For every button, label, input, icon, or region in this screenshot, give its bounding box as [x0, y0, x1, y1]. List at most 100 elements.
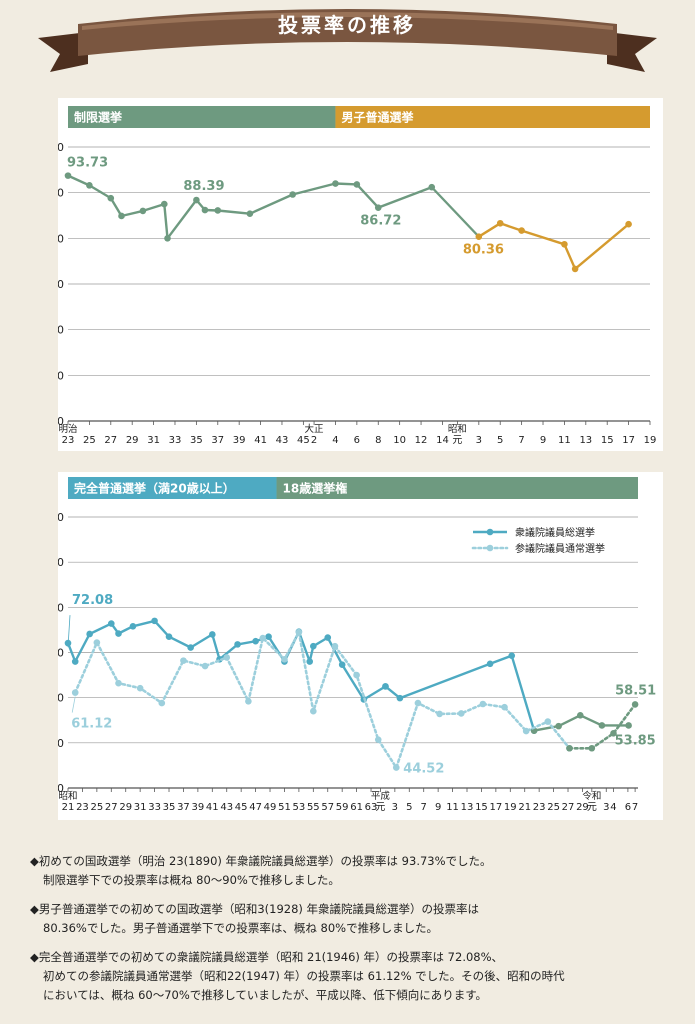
x-tick-label: 27: [562, 802, 575, 813]
data-point: [214, 207, 222, 214]
x-tick-label: 9: [435, 802, 441, 813]
note-2: ◆男子普通選挙での初めての国政選挙（昭和3(1928) 年衆議院議員総選挙）の投…: [30, 900, 680, 938]
data-point: [625, 722, 632, 729]
data-point: [86, 182, 93, 189]
x-tick-label: 39: [233, 435, 246, 446]
legend-marker: [486, 528, 494, 536]
x-tick-label: 17: [489, 802, 502, 813]
data-point: [496, 219, 504, 227]
x-tick-label: 27: [105, 802, 118, 813]
data-point: [107, 194, 115, 202]
note-line: においては、概ね 60～70%で推移していましたが、平成以降、低下傾向にあります…: [43, 988, 488, 1002]
data-point: [457, 710, 465, 717]
data-point: [374, 204, 382, 211]
chart-panel-postwar: 完全普通選挙（満20歳以上）18歳選挙権405060708090100(%)21…: [58, 472, 663, 820]
x-tick-label: 2: [311, 435, 317, 446]
x-tick-label: 11: [558, 435, 571, 446]
x-tick-label: 21: [518, 802, 531, 813]
note-line: ◆初めての国政選挙（明治 23(1890) 年衆議院議員総選挙）の投票率は 93…: [30, 854, 492, 868]
x-tick-label: 25: [83, 435, 96, 446]
x-era-label: 昭和: [58, 791, 77, 802]
x-era-label: 令和: [582, 790, 601, 802]
data-point: [201, 662, 209, 670]
x-tick-label: 7: [632, 802, 638, 813]
data-point: [281, 655, 288, 663]
note-line: ◆男子普通選挙での初めての国政選挙（昭和3(1928) 年衆議院議員総選挙）の投…: [30, 902, 480, 916]
x-tick-label: 35: [190, 435, 203, 446]
data-point: [522, 727, 530, 735]
data-point: [588, 744, 596, 752]
x-tick-label: 63: [365, 802, 378, 813]
data-point: [180, 657, 187, 664]
data-point: [115, 679, 122, 687]
x-tick-label: 49: [264, 802, 277, 813]
banner-left-tail: [38, 32, 88, 72]
x-tick-label: 39: [192, 802, 205, 813]
x-era-label: 大正: [305, 423, 325, 435]
data-point: [598, 722, 606, 729]
data-point: [71, 658, 79, 665]
data-point: [160, 200, 168, 208]
data-point: [86, 630, 93, 638]
data-point: [544, 718, 552, 725]
x-tick-label: 10: [393, 435, 406, 446]
data-point: [246, 210, 254, 217]
x-tick-label: 3: [476, 435, 482, 446]
chart-prewar-turnout: 制限選挙男子普通選挙405060708090100(%)23明治25272931…: [58, 106, 657, 446]
data-point: [245, 697, 252, 705]
x-era-label: 昭和: [448, 424, 467, 435]
x-tick-label: 31: [147, 435, 160, 446]
x-tick-label: 53: [293, 802, 306, 813]
y-tick-label: 40: [58, 415, 64, 428]
banner-right-tail: [607, 32, 657, 72]
data-point: [414, 699, 422, 707]
data-point: [265, 633, 272, 640]
x-tick-label: 4: [610, 802, 616, 813]
era-band: [68, 477, 277, 499]
note-line: 初めての参議院議員通常選挙（昭和22(1947) 年）の投票率は 61.12% …: [43, 969, 565, 983]
data-label: 58.51: [615, 683, 656, 698]
data-point: [234, 641, 241, 648]
data-point: [392, 764, 400, 771]
x-tick-label: 12: [415, 435, 428, 446]
x-tick-label: 45: [297, 435, 310, 446]
data-point: [353, 181, 361, 188]
data-point: [501, 703, 508, 711]
series-line: [66, 619, 387, 701]
data-point: [555, 722, 562, 730]
data-point: [259, 634, 267, 642]
data-point: [571, 265, 579, 273]
x-tick-label: 19: [644, 435, 657, 446]
data-point: [324, 634, 332, 641]
note-line: 制限選挙下での投票率は概ね 80～90%で推移しました。: [43, 873, 340, 887]
x-tick-label: 41: [206, 802, 219, 813]
data-point: [252, 637, 259, 645]
data-label: 88.39: [183, 179, 224, 194]
note-1: ◆初めての国政選挙（明治 23(1890) 年衆議院議員総選挙）の投票率は 93…: [30, 852, 680, 890]
x-tick-label: 57: [321, 802, 334, 813]
data-point: [209, 631, 216, 638]
x-tick-label: 27: [104, 435, 117, 446]
series-line: [478, 222, 630, 271]
x-tick-label: 43: [220, 802, 233, 813]
y-tick-label: 80: [58, 232, 64, 245]
era-band-label: 制限選挙: [74, 110, 123, 125]
data-point: [518, 227, 525, 234]
y-tick-label: 70: [58, 647, 64, 660]
x-tick-label: 3: [603, 802, 609, 813]
x-tick-label: 4: [332, 435, 338, 446]
y-tick-label: 90: [58, 556, 64, 569]
x-tick-label: 37: [177, 802, 190, 813]
x-tick-label: 37: [211, 435, 224, 446]
x-tick-label: 19: [504, 802, 517, 813]
data-point: [306, 658, 314, 665]
x-tick-label: 33: [148, 802, 161, 813]
x-tick-label: 13: [461, 802, 474, 813]
y-tick-label: 100: [58, 511, 64, 524]
x-tick-label: 21: [62, 802, 75, 813]
data-point: [93, 639, 101, 646]
x-tick-label: 3: [392, 802, 398, 813]
x-tick-label: 元: [452, 435, 462, 446]
data-point: [139, 207, 147, 215]
era-band: [335, 106, 650, 128]
